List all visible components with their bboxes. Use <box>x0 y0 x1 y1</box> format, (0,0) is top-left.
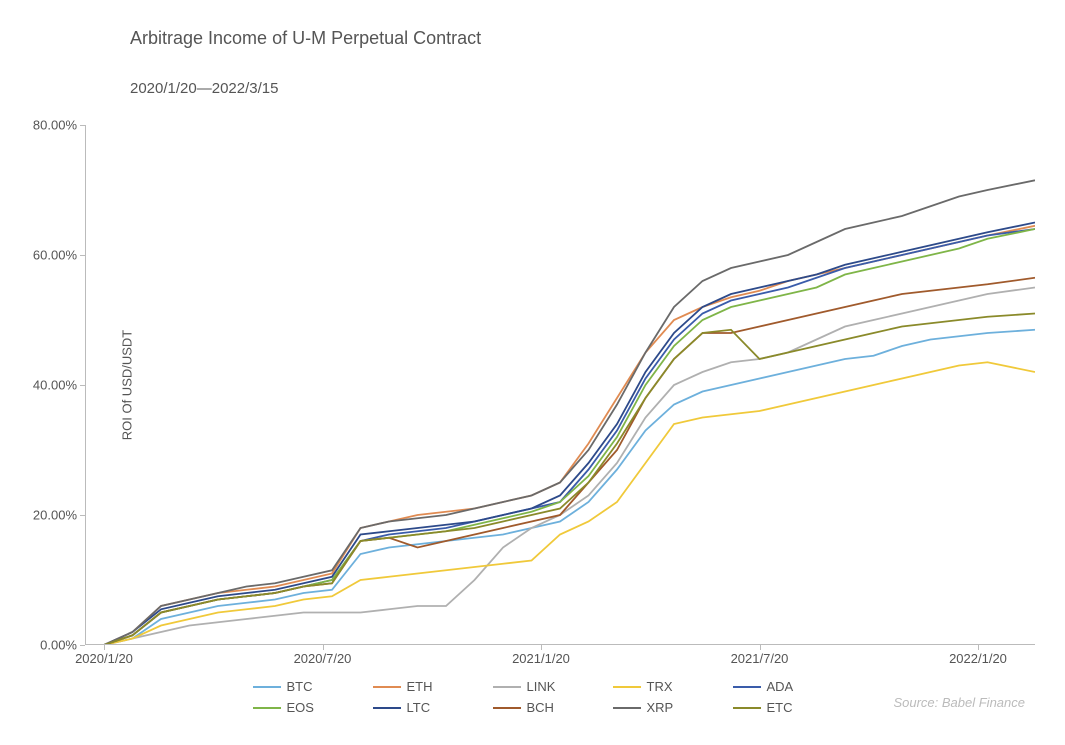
series-line-etc <box>104 314 1035 646</box>
legend-swatch <box>373 686 401 688</box>
legend-swatch <box>493 686 521 688</box>
legend-label: XRP <box>647 700 674 715</box>
series-line-link <box>104 288 1035 646</box>
y-tick-label: 20.00% <box>33 508 77 523</box>
legend-swatch <box>253 707 281 709</box>
y-tick-label: 0.00% <box>40 638 77 653</box>
x-tick-label: 2021/7/20 <box>731 651 789 666</box>
series-line-xrp <box>104 180 1035 645</box>
legend-label: LTC <box>407 700 431 715</box>
legend-item-trx: TRX <box>613 679 693 694</box>
chart-plot-area: ROI Of USD/USDT 0.00%20.00%40.00%60.00%8… <box>85 125 1035 645</box>
y-tick-label: 40.00% <box>33 378 77 393</box>
legend-item-ltc: LTC <box>373 700 453 715</box>
legend-item-etc: ETC <box>733 700 813 715</box>
legend-item-eos: EOS <box>253 700 333 715</box>
chart-title: Arbitrage Income of U-M Perpetual Contra… <box>130 28 481 49</box>
legend-item-link: LINK <box>493 679 573 694</box>
legend-item-ada: ADA <box>733 679 813 694</box>
legend-swatch <box>493 707 521 709</box>
legend-label: ETC <box>767 700 793 715</box>
legend-item-bch: BCH <box>493 700 573 715</box>
legend-label: ADA <box>767 679 794 694</box>
series-line-ltc <box>104 223 1035 646</box>
series-line-eth <box>104 226 1035 645</box>
x-tick-label: 2022/1/20 <box>949 651 1007 666</box>
legend-label: EOS <box>287 700 314 715</box>
x-tick-label: 2020/1/20 <box>75 651 133 666</box>
legend-swatch <box>613 707 641 709</box>
legend-label: ETH <box>407 679 433 694</box>
legend-label: TRX <box>647 679 673 694</box>
legend-swatch <box>253 686 281 688</box>
series-line-btc <box>104 330 1035 645</box>
legend-label: BCH <box>527 700 554 715</box>
legend-swatch <box>733 707 761 709</box>
chart-subtitle: 2020/1/20—2022/3/15 <box>130 80 278 97</box>
x-tick-label: 2020/7/20 <box>294 651 352 666</box>
series-line-ada <box>104 229 1035 645</box>
legend-swatch <box>373 707 401 709</box>
y-tick-label: 60.00% <box>33 248 77 263</box>
chart-source: Source: Babel Finance <box>893 695 1025 710</box>
legend-swatch <box>733 686 761 688</box>
chart-lines <box>85 125 1035 645</box>
legend-item-btc: BTC <box>253 679 333 694</box>
legend-label: BTC <box>287 679 313 694</box>
legend-item-xrp: XRP <box>613 700 693 715</box>
legend-swatch <box>613 686 641 688</box>
series-line-eos <box>104 229 1035 645</box>
legend-item-eth: ETH <box>373 679 453 694</box>
legend-label: LINK <box>527 679 556 694</box>
y-tick-label: 80.00% <box>33 118 77 133</box>
x-tick-label: 2021/1/20 <box>512 651 570 666</box>
